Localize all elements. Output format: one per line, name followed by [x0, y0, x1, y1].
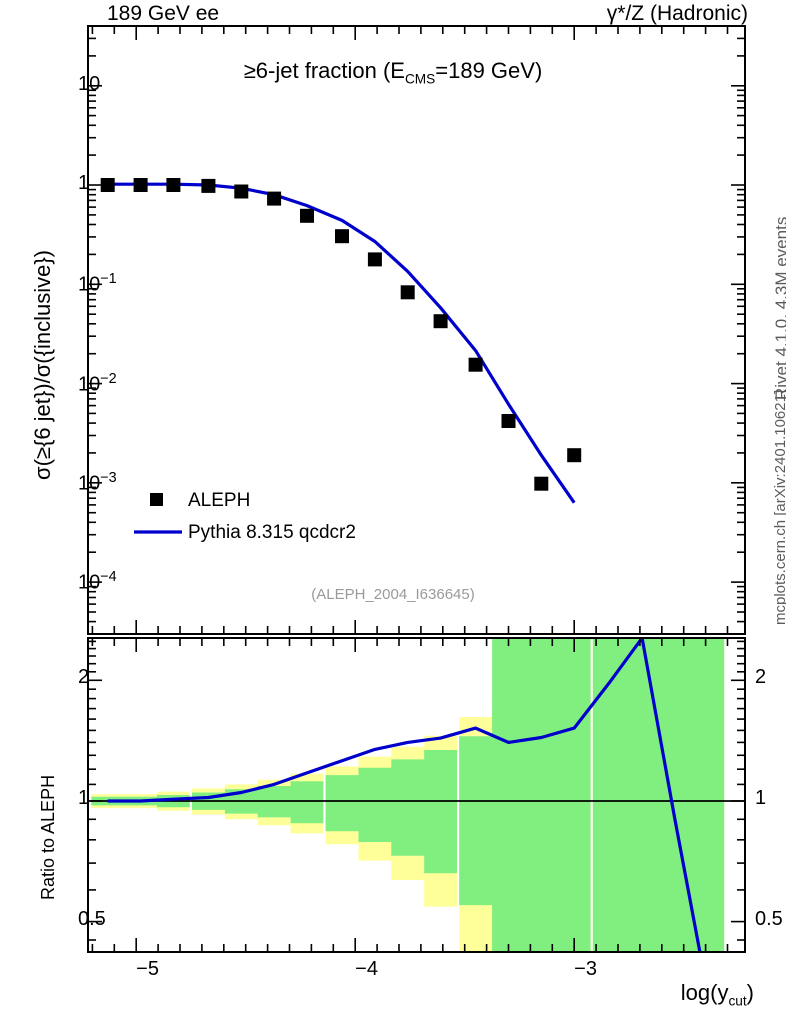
- x-axis-label: log(ycut): [681, 980, 754, 1008]
- mc-curve-ratio: [107, 638, 702, 952]
- data-marker-group: [100, 178, 582, 491]
- data-marker: [400, 285, 415, 300]
- data-marker: [468, 357, 483, 372]
- data-marker: [100, 178, 115, 192]
- data-marker: [534, 476, 549, 491]
- main-plot-title-pre: ≥6-jet fraction (E: [243, 58, 405, 83]
- data-marker: [335, 229, 349, 244]
- data-marker: [367, 252, 382, 267]
- ratio-band-inner: [91, 638, 725, 952]
- data-marker: [300, 208, 314, 223]
- data-marker: [501, 414, 516, 428]
- data-marker: [267, 191, 282, 206]
- mcplots-credit-label: mcplots.cern.ch [arXiv:2401.10621]: [772, 389, 786, 625]
- data-marker: [567, 448, 582, 463]
- main-plot-title: ≥6-jet fraction (ECMS=189 GeV): [0, 58, 786, 86]
- x-axis-label-pre: log(y: [680, 980, 729, 1005]
- legend-label-pythia: Pythia 8.315 qcdcr2: [188, 522, 356, 543]
- main-panel-frame: [87, 25, 746, 635]
- ratio-y-axis-label: Ratio to ALEPH: [38, 774, 58, 900]
- data-marker: [234, 184, 249, 199]
- x-axis-label-sub: cut: [728, 993, 747, 1009]
- main-y-axis-label: σ(≥{6 jet})/σ({inclusive}): [30, 250, 55, 480]
- analysis-watermark: (ALEPH_2004_I636645): [311, 586, 475, 603]
- mc-curve-main: [107, 182, 576, 504]
- header-process-label: γ*/Z (Hadronic): [606, 2, 748, 25]
- ratio-y-tick-label-right: 1: [755, 786, 767, 809]
- data-marker: [166, 178, 181, 192]
- main-plot-title-post: =189 GeV): [435, 58, 543, 83]
- legend-marker-square: [150, 493, 163, 506]
- ratio-panel-frame: [87, 637, 746, 953]
- ratio-y-tick-label-right: 0.5: [755, 907, 783, 930]
- legend-label-aleph: ALEPH: [188, 490, 251, 511]
- rivet-version-label: Rivet 4.1.0, 4.3M events: [772, 216, 786, 400]
- main-plot-title-sub: CMS: [404, 71, 436, 87]
- ratio-y-tick-label-right: 2: [755, 666, 767, 689]
- x-axis-label-post: ): [746, 980, 754, 1005]
- data-marker: [433, 314, 448, 329]
- header-beam-label: 189 GeV ee: [107, 2, 220, 25]
- data-marker: [201, 178, 216, 193]
- data-marker: [133, 178, 148, 192]
